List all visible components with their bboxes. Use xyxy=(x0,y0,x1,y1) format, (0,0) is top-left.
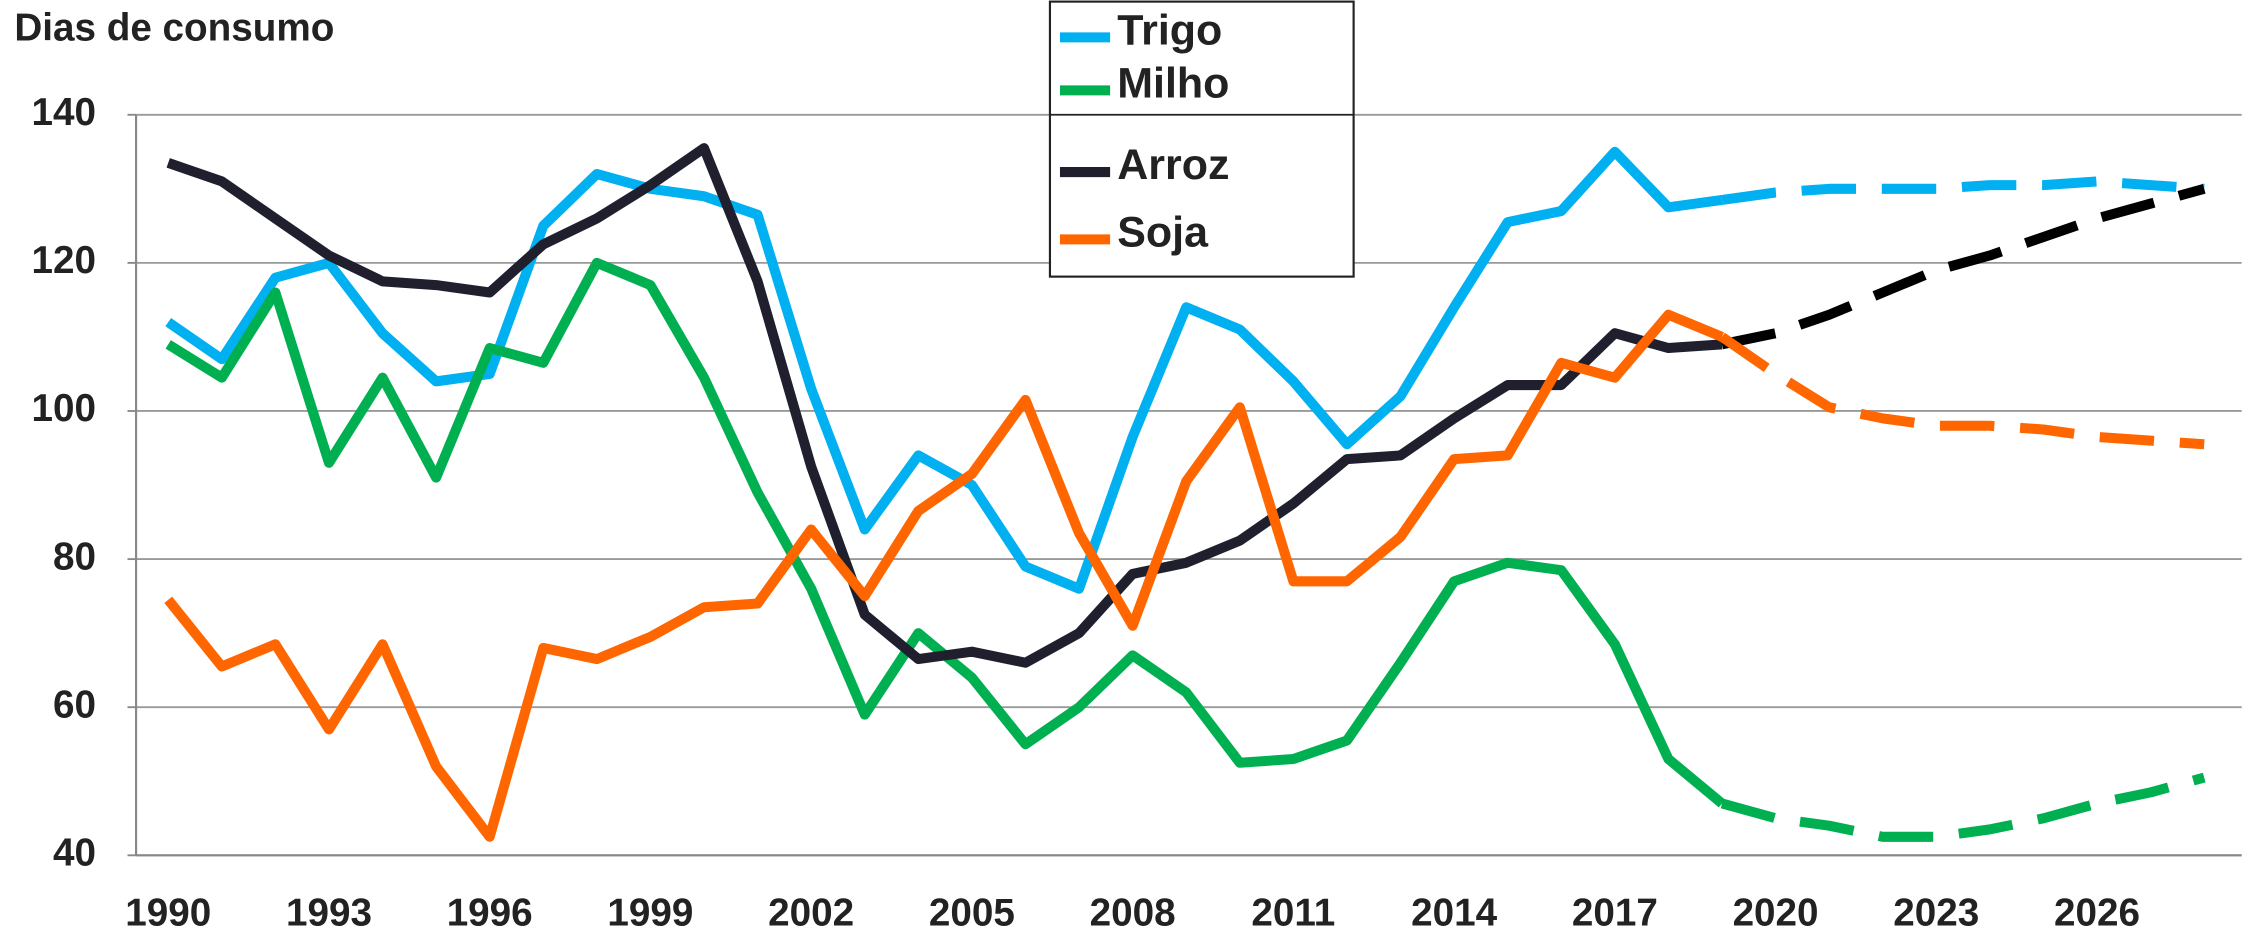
x-tick-label: 2011 xyxy=(1251,892,1335,935)
legend-label: Soja xyxy=(1117,208,1209,256)
y-tick-label: 60 xyxy=(53,683,96,726)
y-tick-label: 100 xyxy=(31,387,95,430)
forecast-line xyxy=(1719,332,2205,450)
x-tick-label: 1990 xyxy=(125,892,211,935)
y-tick-label: 80 xyxy=(53,535,96,578)
legend-label: Milho xyxy=(1117,59,1229,107)
x-tick-label: 2002 xyxy=(768,892,854,935)
legend-label: Arroz xyxy=(1117,141,1229,189)
chart-title: Dias de consumo xyxy=(14,6,334,49)
x-tick-label: 2023 xyxy=(1893,892,1979,935)
x-tick-label: 2017 xyxy=(1572,892,1658,935)
x-tick-label: 2008 xyxy=(1090,892,1176,935)
x-tick-label: 1996 xyxy=(447,892,533,935)
legend-label: Trigo xyxy=(1117,6,1222,54)
legend-box xyxy=(1048,0,1355,278)
forecast-line xyxy=(1720,183,2206,350)
series-line xyxy=(164,309,1724,842)
series-line xyxy=(166,143,1723,668)
forecast-line xyxy=(1720,772,2206,842)
x-tick-label: 2005 xyxy=(929,892,1015,935)
y-tick-label: 140 xyxy=(31,91,95,134)
x-tick-label: 2020 xyxy=(1733,892,1819,935)
series-line xyxy=(165,146,1723,594)
x-tick-label: 1993 xyxy=(286,892,372,935)
y-tick-label: 40 xyxy=(53,832,96,875)
x-tick-label: 2026 xyxy=(2054,892,2140,935)
x-tick-label: 2014 xyxy=(1411,892,1497,935)
x-tick-label: 1999 xyxy=(607,892,693,935)
forecast-line xyxy=(1721,176,2205,205)
y-tick-label: 120 xyxy=(31,239,95,282)
